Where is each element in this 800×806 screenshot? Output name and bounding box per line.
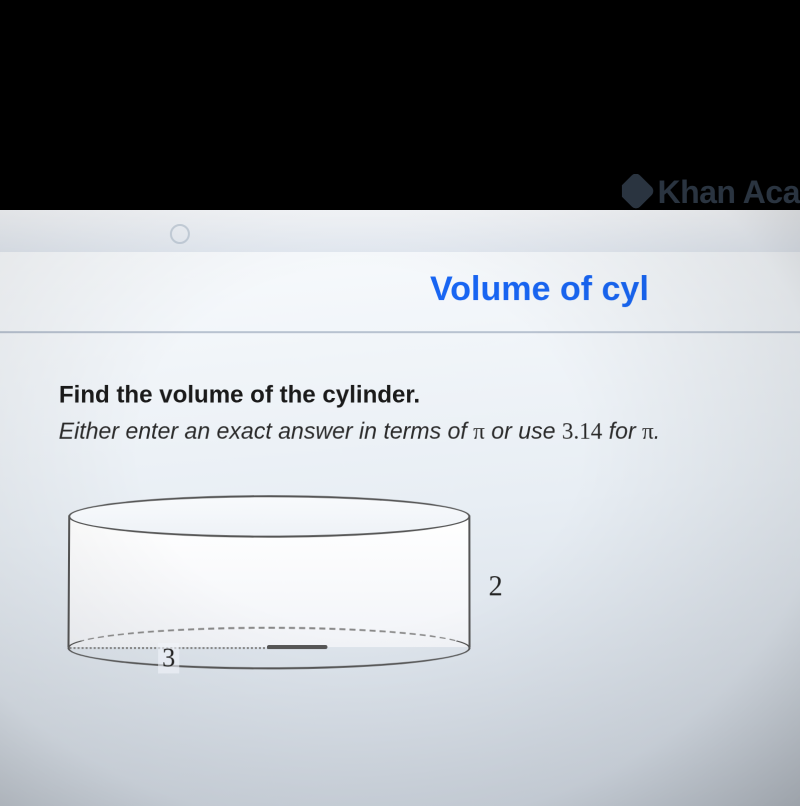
radius-label: 3 xyxy=(158,643,179,673)
brand-logo-icon xyxy=(621,174,655,210)
question-content: Find the volume of the cylinder. Either … xyxy=(0,333,800,718)
height-label: 2 xyxy=(489,571,503,603)
hint-suffix: for xyxy=(602,418,642,444)
question-prompt: Find the volume of the cylinder. xyxy=(59,381,800,409)
center-mark xyxy=(267,645,327,649)
lesson-title-bar: Volume of cyl xyxy=(0,252,800,333)
brand-label: Khan Aca xyxy=(657,174,800,210)
question-hint: Either enter an exact answer in terms of… xyxy=(59,418,800,445)
lesson-screen: Khan Aca Volume of cyl Find the volume o… xyxy=(0,210,800,806)
pi-symbol-2: π xyxy=(642,419,654,444)
search-icon xyxy=(170,224,190,244)
cylinder-diagram: 3 2 xyxy=(47,495,491,718)
page-title: Volume of cyl xyxy=(0,270,800,309)
cylinder-top-ellipse xyxy=(68,495,470,537)
hint-prefix: Either enter an exact answer in terms of xyxy=(59,418,474,444)
browser-top-bar: Khan Aca xyxy=(0,210,800,252)
site-brand: Khan Aca xyxy=(621,174,800,211)
hint-pi-value: 3.14 xyxy=(562,419,602,444)
hint-mid: or use xyxy=(485,418,562,444)
pi-symbol-1: π xyxy=(473,419,485,444)
hint-end: . xyxy=(654,418,661,444)
